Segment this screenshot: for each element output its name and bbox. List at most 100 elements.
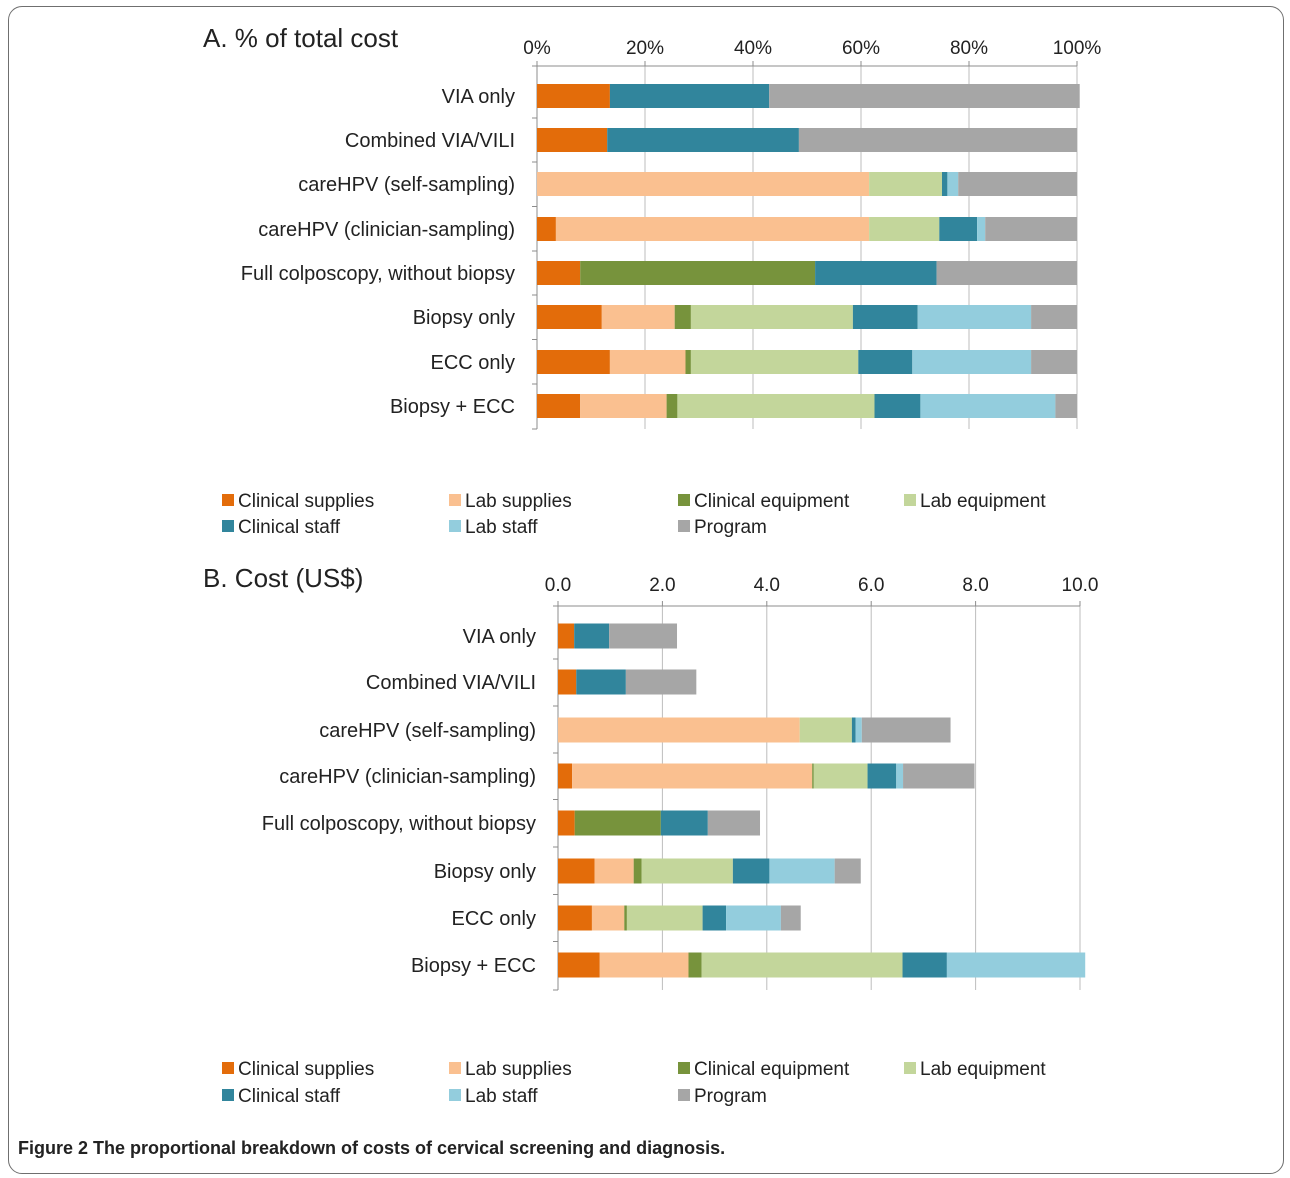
bar-a-carehpv-clinician-sampling-clinical-staff <box>939 217 978 241</box>
bar-a-via-only-program <box>769 84 1080 108</box>
x-tick-label-b-4: 8.0 <box>962 575 988 596</box>
bar-a-biopsy-only-clinical-staff <box>852 305 918 329</box>
bar-a-combined-via-vili-program <box>798 128 1077 152</box>
bar-a-biopsy-only-lab-staff <box>917 305 1032 329</box>
bar-a-ecc-only-lab-supplies <box>609 350 686 374</box>
x-tick-label-a-3: 60% <box>842 38 880 59</box>
x-tick-label-b-5: 10.0 <box>1062 575 1099 596</box>
bar-b-combined-via-vili-clinical-staff <box>576 669 626 695</box>
bar-a-ecc-only-clinical-equipment <box>685 350 691 374</box>
bar-b-carehpv-clinician-sampling-program <box>903 763 975 789</box>
legend-label-b-clinical-equipment: Clinical equipment <box>694 1059 850 1080</box>
bar-b-biopsy-only-clinical-staff <box>732 858 770 884</box>
bar-a-biopsy-ecc-clinical-equipment <box>666 394 678 418</box>
category-label-b-7: Biopsy + ECC <box>411 955 536 977</box>
legend-label-a-program: Program <box>694 517 767 538</box>
bar-b-carehpv-clinician-sampling-lab-staff <box>896 763 904 789</box>
legend-swatch-b-program <box>678 1089 690 1101</box>
legend-swatch-a-clinical-equipment <box>678 494 690 506</box>
bar-b-ecc-only-clinical-equipment <box>624 905 627 931</box>
bar-b-carehpv-self-sampling-lab-staff <box>855 717 862 743</box>
category-label-a-1: Combined VIA/VILI <box>345 130 515 152</box>
panel-a-chart: 0% 20% 40% 60% 80% 100% VIA only Combined VIA/V… <box>241 38 1101 430</box>
x-tick-label-b-1: 2.0 <box>649 575 675 596</box>
legend-label-a-clinical-equipment: Clinical equipment <box>694 491 850 512</box>
bar-b-ecc-only-clinical-staff <box>702 905 727 931</box>
category-label-b-1: Combined VIA/VILI <box>366 672 536 694</box>
bar-b-ecc-only-lab-supplies <box>591 905 625 931</box>
category-label-a-3: careHPV (clinician-sampling) <box>258 219 515 241</box>
bar-a-full-colposcopy-without-biopsy-clinical-equipment <box>580 261 816 285</box>
bar-b-biopsy-ecc-lab-supplies <box>599 952 689 978</box>
bar-b-carehpv-self-sampling-lab-equipment <box>799 717 852 743</box>
bar-b-carehpv-clinician-sampling-lab-equipment <box>813 763 868 789</box>
bar-b-ecc-only-lab-staff <box>726 905 781 931</box>
legend-label-b-clinical-staff: Clinical staff <box>238 1086 341 1107</box>
legend-label-b-program: Program <box>694 1086 767 1107</box>
category-label-b-4: Full colposcopy, without biopsy <box>262 813 536 835</box>
legend-swatch-a-clinical-staff <box>222 520 234 532</box>
x-tick-label-b-0: 0.0 <box>545 575 571 596</box>
category-label-a-7: Biopsy + ECC <box>390 396 515 418</box>
x-tick-label-b-3: 6.0 <box>858 575 884 596</box>
bar-a-carehpv-self-sampling-program <box>958 172 1077 196</box>
bar-b-biopsy-ecc-clinical-equipment <box>688 952 702 978</box>
bar-a-carehpv-clinician-sampling-lab-staff <box>977 217 986 241</box>
bar-b-biopsy-only-clinical-supplies <box>558 858 595 884</box>
bar-b-combined-via-vili-clinical-supplies <box>558 669 577 695</box>
bar-b-biopsy-ecc-lab-equipment <box>701 952 903 978</box>
category-label-b-5: Biopsy only <box>434 861 536 883</box>
bar-a-via-only-clinical-staff <box>609 84 770 108</box>
category-label-b-2: careHPV (self-sampling) <box>319 720 536 742</box>
bar-a-biopsy-ecc-lab-equipment <box>677 394 875 418</box>
legend-swatch-b-lab-supplies <box>449 1062 461 1074</box>
legend-swatch-a-lab-equipment <box>904 494 916 506</box>
bar-b-ecc-only-program <box>780 905 801 931</box>
panel-b-title: B. Cost (US$) <box>203 563 363 593</box>
bar-a-full-colposcopy-without-biopsy-program <box>936 261 1077 285</box>
category-label-a-2: careHPV (self-sampling) <box>298 174 515 196</box>
bar-b-ecc-only-lab-equipment <box>626 905 703 931</box>
bar-b-biopsy-only-lab-equipment <box>641 858 733 884</box>
legend-swatch-b-lab-staff <box>449 1089 461 1101</box>
bar-b-biopsy-ecc-lab-staff <box>946 952 1086 978</box>
bar-a-biopsy-only-program <box>1031 305 1077 329</box>
legend-swatch-b-clinical-staff <box>222 1089 234 1101</box>
bar-b-carehpv-self-sampling-clinical-staff <box>851 717 856 743</box>
x-tick-label-a-2: 40% <box>734 38 772 59</box>
legend-swatch-b-clinical-equipment <box>678 1062 690 1074</box>
legend-label-a-lab-equipment: Lab equipment <box>920 491 1046 512</box>
category-label-b-6: ECC only <box>452 908 536 930</box>
category-label-b-0: VIA only <box>463 626 536 648</box>
bar-b-carehpv-clinician-sampling-clinical-equipment <box>812 763 814 789</box>
bar-a-biopsy-ecc-lab-supplies <box>580 394 667 418</box>
bar-b-biopsy-only-program <box>834 858 861 884</box>
bar-a-ecc-only-program <box>1031 350 1077 374</box>
x-tick-label-a-0: 0% <box>523 38 551 59</box>
bar-b-via-only-program <box>609 623 678 649</box>
bar-a-carehpv-clinician-sampling-program <box>985 217 1077 241</box>
legend-label-b-lab-staff: Lab staff <box>465 1086 538 1107</box>
legend-label-a-clinical-supplies: Clinical supplies <box>238 491 374 512</box>
legend-label-b-lab-equipment: Lab equipment <box>920 1059 1046 1080</box>
bar-a-carehpv-self-sampling-lab-equipment <box>869 172 942 196</box>
bar-b-carehpv-clinician-sampling-lab-supplies <box>572 763 813 789</box>
bar-b-full-colposcopy-without-biopsy-clinical-staff <box>660 810 708 836</box>
bar-a-via-only-clinical-supplies <box>537 84 610 108</box>
bar-b-carehpv-self-sampling-program <box>861 717 951 743</box>
bar-b-full-colposcopy-without-biopsy-clinical-equipment <box>574 810 661 836</box>
bar-b-biopsy-ecc-clinical-supplies <box>558 952 600 978</box>
legend-swatch-a-lab-supplies <box>449 494 461 506</box>
bar-a-ecc-only-clinical-supplies <box>537 350 610 374</box>
panel-a-title: A. % of total cost <box>203 23 399 53</box>
bar-b-ecc-only-clinical-supplies <box>558 905 592 931</box>
bar-a-carehpv-self-sampling-lab-staff <box>947 172 959 196</box>
bar-a-carehpv-self-sampling-clinical-staff <box>942 172 948 196</box>
bar-a-biopsy-only-lab-equipment <box>690 305 853 329</box>
legend-label-a-lab-staff: Lab staff <box>465 517 538 538</box>
bar-b-carehpv-clinician-sampling-clinical-supplies <box>558 763 573 789</box>
legend-label-a-clinical-staff: Clinical staff <box>238 517 341 538</box>
category-label-a-5: Biopsy only <box>413 307 515 329</box>
category-label-a-0: VIA only <box>442 86 515 108</box>
